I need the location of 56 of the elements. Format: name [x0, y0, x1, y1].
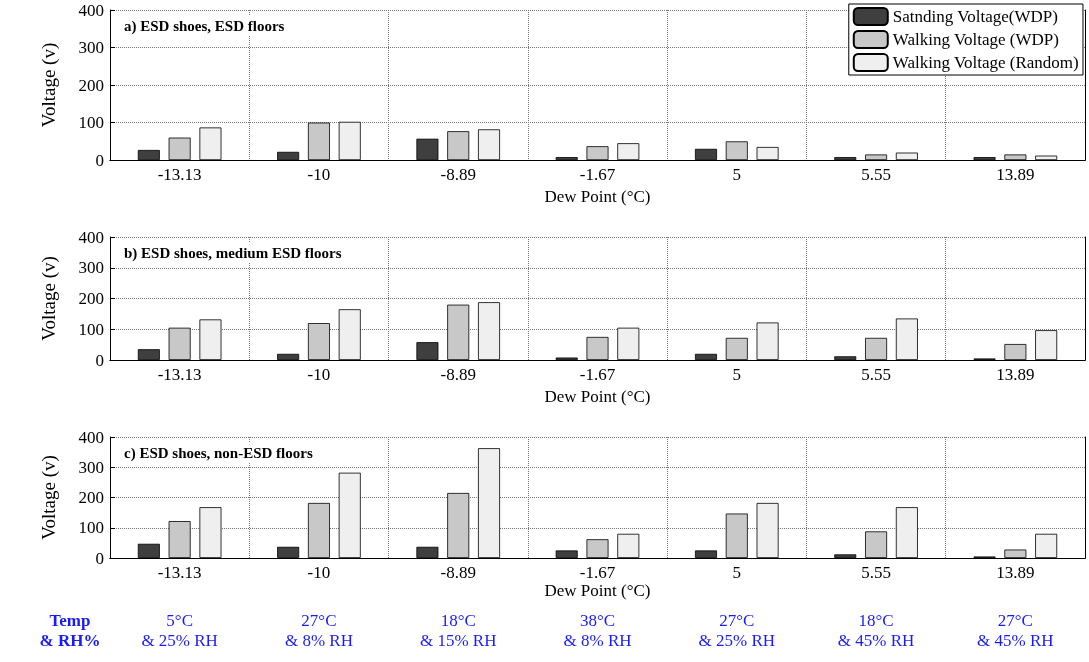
- x-tick-label: 13.89: [996, 563, 1035, 582]
- y-tick-label: 200: [78, 289, 104, 308]
- y-tick-label: 300: [78, 38, 104, 58]
- legend-label: Walking Voltage (WDP): [892, 30, 1059, 49]
- x-axis-title: Dew Point (°C): [544, 386, 651, 406]
- y-tick-label: 0: [95, 350, 104, 370]
- y-tick-label: 100: [78, 319, 104, 339]
- x-axis-title: Dew Point (°C): [544, 187, 651, 206]
- y-tick-label: 400: [78, 227, 104, 247]
- x-axis-title: Dew Point (°C): [544, 580, 651, 600]
- y-tick-label: 0: [95, 548, 104, 568]
- legend-label: Satnding Voltage(WDP): [892, 7, 1058, 26]
- text: b) ESD shoes, medium ESD floors: [124, 244, 342, 262]
- x-tick-label: -8.89: [440, 165, 476, 185]
- text: Temp & RH%: [39, 610, 101, 650]
- text: 27°C & 8% RH: [284, 610, 353, 650]
- x-tick-label: -13.13: [157, 365, 202, 384]
- x-tick-label: -10: [307, 165, 331, 185]
- x-tick-label: 5.55: [861, 563, 891, 582]
- y-axis-title: Voltage (v): [38, 256, 60, 341]
- x-tick-label: -13.13: [157, 165, 202, 185]
- text: c) ESD shoes, non-ESD floors: [124, 444, 313, 462]
- x-tick-label: -8.89: [440, 563, 476, 582]
- x-tick-label: 5: [732, 365, 742, 384]
- y-axis-title: Voltage (v): [38, 42, 60, 128]
- x-tick-label: -13.13: [157, 563, 202, 582]
- text: 18°C & 45% RH: [837, 610, 915, 650]
- y-axis-title: Voltage (v): [38, 455, 60, 540]
- y-tick-label: 0: [95, 150, 104, 170]
- y-tick-label: 100: [78, 113, 104, 133]
- x-tick-label: 5: [732, 165, 742, 185]
- y-tick-label: 300: [78, 457, 104, 477]
- y-tick-label: 400: [78, 427, 104, 447]
- y-tick-label: 400: [78, 0, 104, 20]
- y-tick-label: 200: [78, 488, 104, 507]
- x-tick-label: 5: [732, 563, 742, 582]
- x-tick-label: -10: [307, 563, 331, 582]
- x-tick-label: -1.67: [579, 165, 616, 185]
- legend-label: Walking Voltage (Random): [892, 53, 1079, 72]
- text: 27°C & 45% RH: [977, 610, 1054, 650]
- x-tick-label: -1.67: [579, 563, 616, 582]
- x-tick-label: -10: [307, 365, 331, 384]
- text: 38°C & 8% RH: [563, 610, 632, 650]
- x-tick-label: 13.89: [996, 165, 1035, 185]
- x-tick-label: 5.55: [861, 365, 891, 384]
- x-tick-label: 13.89: [996, 365, 1035, 384]
- text: 27°C & 25% RH: [698, 610, 776, 650]
- y-tick-label: 100: [78, 518, 104, 538]
- x-tick-label: 5.55: [861, 165, 891, 185]
- text: 18°C & 15% RH: [419, 610, 497, 650]
- text: a) ESD shoes, ESD floors: [124, 17, 285, 35]
- y-tick-label: 300: [78, 258, 104, 278]
- text: 5°C & 25% RH: [141, 610, 218, 650]
- x-tick-label: -8.89: [440, 365, 476, 384]
- y-tick-label: 200: [78, 75, 104, 95]
- x-tick-label: -1.67: [579, 365, 616, 384]
